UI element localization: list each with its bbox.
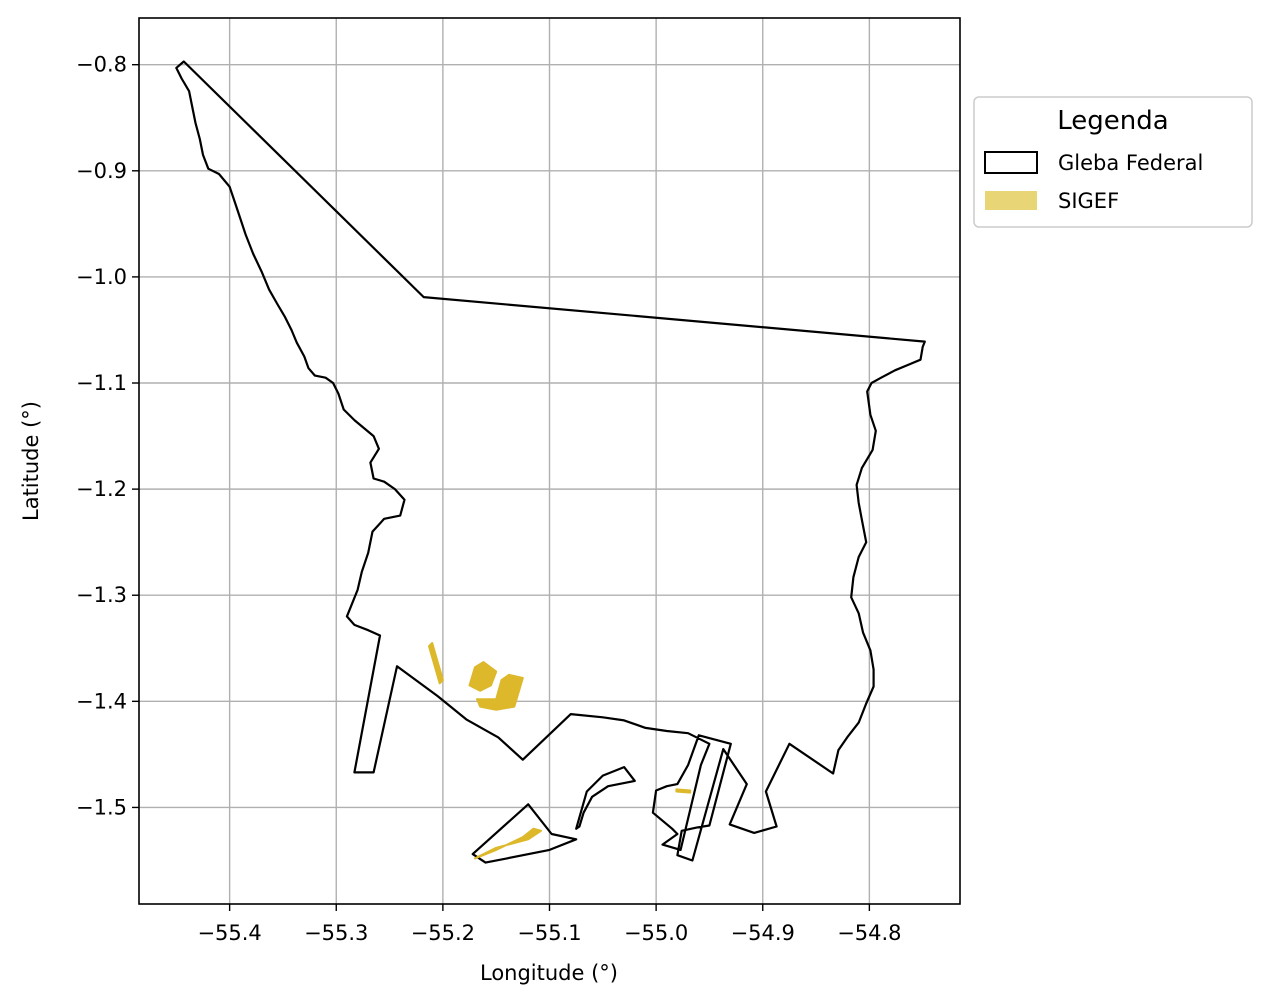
gleba-federal-polygon-1 <box>471 803 578 864</box>
sigef-parcel-1 <box>468 661 498 692</box>
gleba-federal-polygon-2 <box>575 765 636 830</box>
legend-swatch-sigef <box>985 191 1037 210</box>
legend-title: Legenda <box>1057 106 1168 136</box>
x-tick-label: −55.3 <box>304 921 368 945</box>
gleba-federal-polygon-0 <box>175 60 926 862</box>
sigef-parcel-2 <box>476 673 524 711</box>
y-tick-label: −1.5 <box>76 795 127 819</box>
y-tick-label: −1.2 <box>76 477 127 501</box>
x-tick-label: −55.4 <box>197 921 261 945</box>
legend-swatch-gleba-federal <box>984 151 1038 174</box>
legend-frame <box>973 96 1253 228</box>
x-tick-label: −55.0 <box>624 921 688 945</box>
legend-label-gleba-federal: Gleba Federal <box>1058 151 1203 175</box>
x-tick-label: −55.1 <box>517 921 581 945</box>
y-axis-label: Latitude (°) <box>19 401 43 521</box>
x-tick-label: −54.8 <box>837 921 901 945</box>
x-axis-ticks: −55.4 −55.3 −55.2 −55.1 −55.0 −54.9 −54.8 <box>197 904 902 945</box>
grid-lines <box>139 18 960 904</box>
sigef-layer <box>428 642 692 860</box>
y-tick-label: −1.0 <box>76 265 127 289</box>
legend: Legenda Gleba Federal SIGEF <box>973 96 1253 228</box>
legend-label-sigef: SIGEF <box>1058 189 1119 213</box>
y-tick-label: −0.8 <box>76 53 127 77</box>
y-axis-ticks: −0.8 −0.9 −1.0 −1.1 −1.2 −1.3 −1.4 −1.5 <box>76 53 139 819</box>
sigef-parcel-0 <box>428 642 444 685</box>
y-tick-label: −0.9 <box>76 159 127 183</box>
y-tick-label: −1.3 <box>76 583 127 607</box>
gleba-federal-layer <box>175 60 926 864</box>
y-tick-label: −1.1 <box>76 371 127 395</box>
x-tick-label: −55.2 <box>411 921 475 945</box>
x-axis-label: Longitude (°) <box>480 961 618 985</box>
sigef-parcel-4 <box>675 788 692 794</box>
y-tick-label: −1.4 <box>76 689 127 713</box>
x-tick-label: −54.9 <box>731 921 795 945</box>
sigef-parcel-3 <box>473 827 542 860</box>
